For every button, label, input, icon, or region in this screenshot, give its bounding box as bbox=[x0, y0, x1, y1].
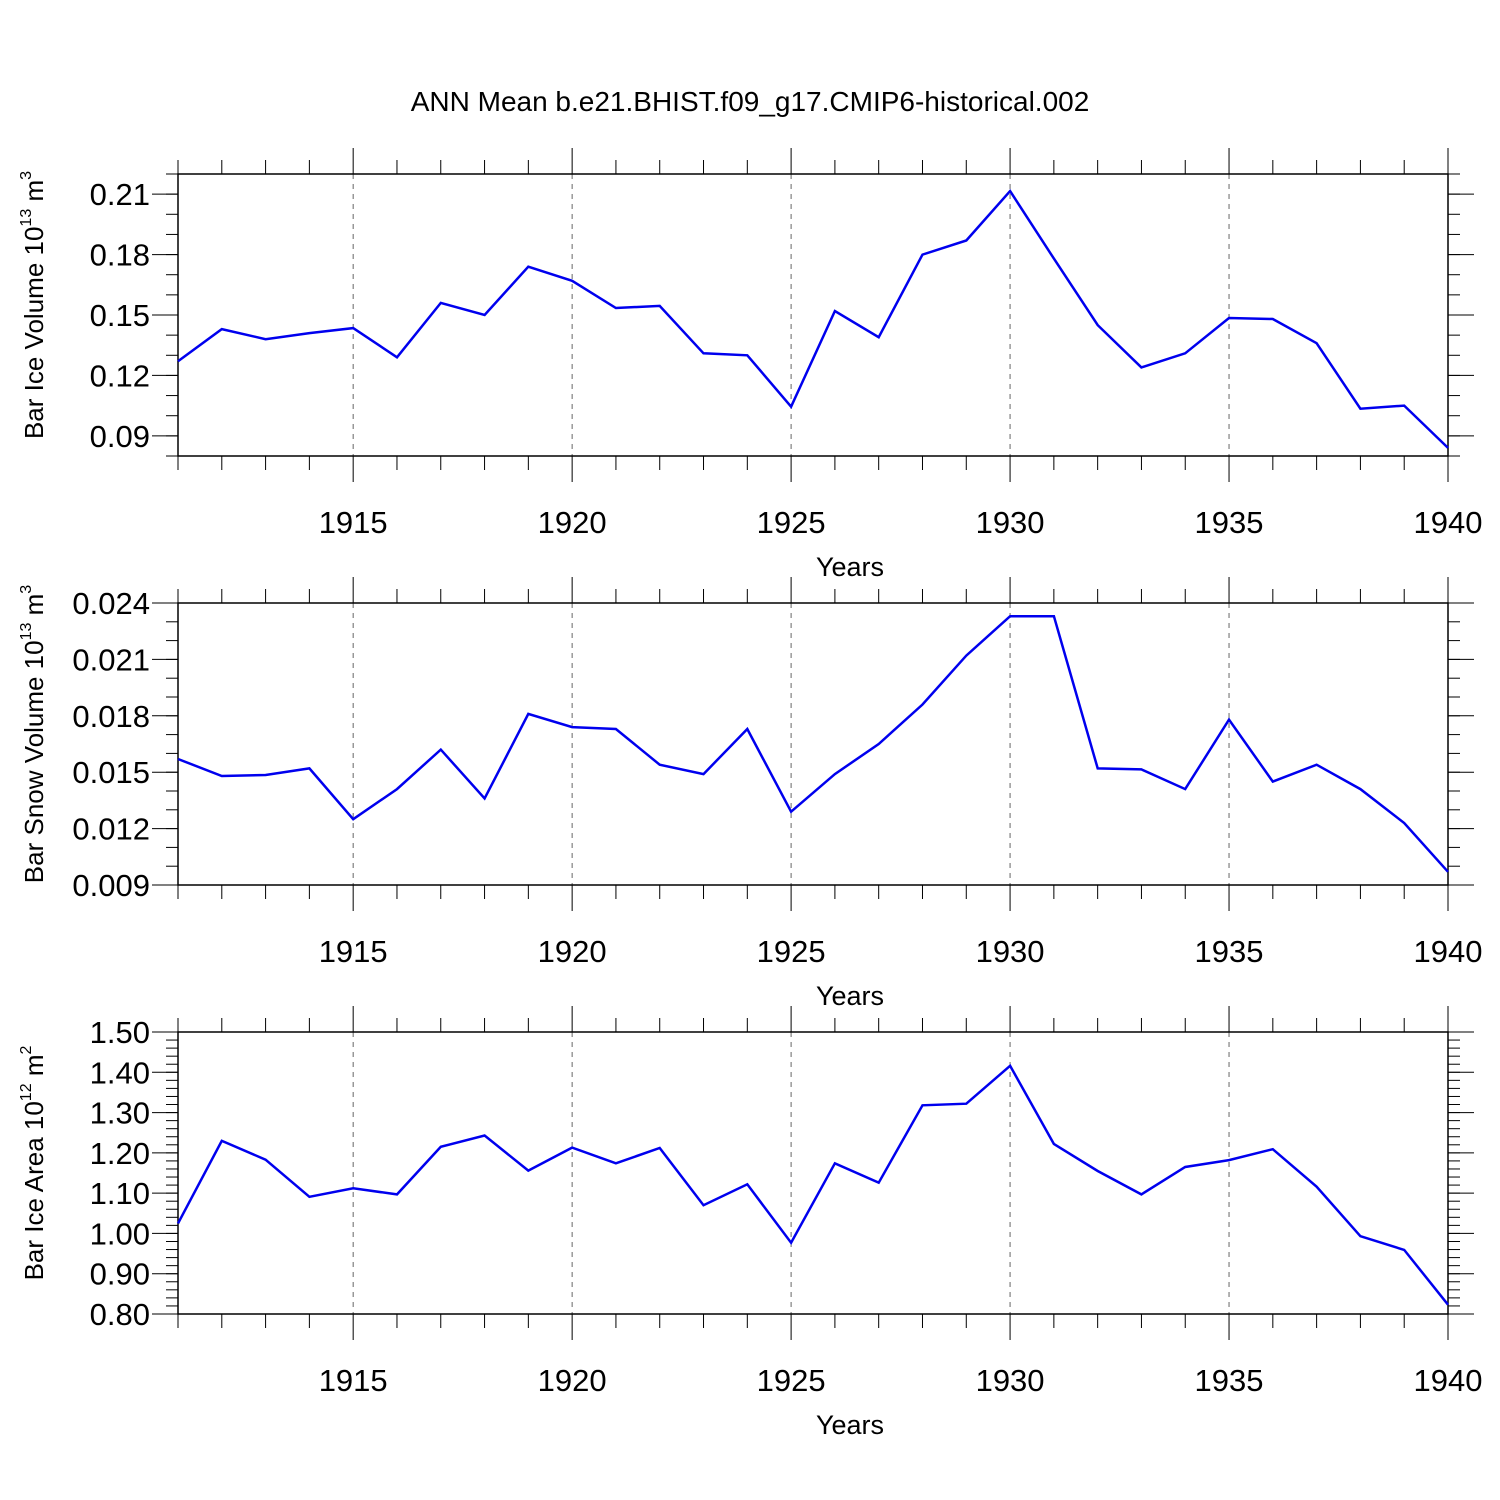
y-tick-label: 0.018 bbox=[72, 699, 150, 734]
x-tick-label: 1925 bbox=[757, 1363, 826, 1398]
chart-panels: 0.09 0.12 0.15 0.18 0.21 1915 1920 1925 1930 1935… bbox=[18, 148, 1482, 1440]
x-tick-label: 1940 bbox=[1414, 934, 1483, 969]
y-axis-label-exponent: 13 bbox=[18, 622, 35, 640]
x-axis-label: Years bbox=[816, 981, 884, 1011]
y-tick-label: 1.40 bbox=[90, 1055, 150, 1090]
y-axis-label-unit: m bbox=[19, 1054, 49, 1083]
x-tick-label: 1920 bbox=[538, 934, 607, 969]
x-tick-label: 1920 bbox=[538, 505, 607, 540]
x-tick-label: 1915 bbox=[319, 505, 388, 540]
y-tick-label: 1.10 bbox=[90, 1176, 150, 1211]
y-tick-label: 0.12 bbox=[90, 358, 150, 393]
plot-frame bbox=[177, 602, 1449, 886]
x-tick-label: 1940 bbox=[1414, 505, 1483, 540]
y-tick-label: 0.18 bbox=[90, 238, 150, 273]
x-axis-label: Years bbox=[816, 552, 884, 582]
y-tick-label: 1.30 bbox=[90, 1096, 150, 1131]
y-tick-label: 1.50 bbox=[90, 1015, 150, 1050]
y-tick-label: 0.15 bbox=[90, 298, 150, 333]
y-axis-label: Bar Snow Volume 1013 m3 bbox=[18, 585, 49, 884]
x-tick-label: 1935 bbox=[1195, 505, 1264, 540]
x-tick-label: 1940 bbox=[1414, 1363, 1483, 1398]
y-tick-label: 0.024 bbox=[72, 586, 150, 621]
y-axis-label-exponent: 13 bbox=[18, 209, 35, 227]
series-line-ice-volume bbox=[177, 189, 1449, 449]
y-axis-label-unit-exponent: 2 bbox=[18, 1045, 35, 1054]
y-axis-label-unit-exponent: 3 bbox=[18, 171, 35, 180]
x-tick-label: 1925 bbox=[757, 505, 826, 540]
x-tick-label: 1915 bbox=[319, 1363, 388, 1398]
y-tick-label: 0.009 bbox=[72, 868, 150, 903]
y-tick-label: 0.021 bbox=[72, 642, 150, 677]
y-tick-label: 1.20 bbox=[90, 1136, 150, 1171]
y-tick-label: 0.015 bbox=[72, 755, 150, 790]
y-axis-label-unit: m bbox=[19, 180, 49, 209]
chart-panel-ice-area: 0.80 0.90 1.00 1.10 1.20 1.30 1.40 1.50 1915 1920… bbox=[18, 1006, 1482, 1440]
plot-frame bbox=[177, 173, 1449, 457]
y-tick-label: 1.00 bbox=[90, 1216, 150, 1251]
x-tick-label: 1935 bbox=[1195, 934, 1264, 969]
plot-frame bbox=[177, 1031, 1449, 1315]
x-tick-label: 1925 bbox=[757, 934, 826, 969]
y-axis-label-unit: m bbox=[19, 594, 49, 623]
y-axis-label-unit-exponent: 3 bbox=[18, 585, 35, 594]
y-tick-label: 0.09 bbox=[90, 419, 150, 454]
y-tick-label: 0.80 bbox=[90, 1297, 150, 1332]
x-tick-label: 1930 bbox=[976, 934, 1045, 969]
y-axis-label: Bar Ice Volume 1013 m3 bbox=[18, 171, 49, 439]
series-line-ice-area bbox=[176, 1063, 1449, 1306]
y-axis-label-text: Bar Ice Area 10 bbox=[19, 1101, 49, 1280]
x-tick-label: 1930 bbox=[976, 1363, 1045, 1398]
figure-title: ANN Mean b.e21.BHIST.f09_g17.CMIP6-histo… bbox=[411, 86, 1090, 117]
series-line-snow-volume bbox=[177, 614, 1449, 873]
y-tick-label: 0.90 bbox=[90, 1257, 150, 1292]
chart-panel-snow-volume: 0.009 0.012 0.015 0.018 0.021 0.024 1915 1920 19… bbox=[18, 577, 1482, 1011]
y-axis-label: Bar Ice Area 1012 m2 bbox=[18, 1045, 49, 1280]
y-axis-label-exponent: 12 bbox=[18, 1083, 35, 1101]
x-tick-label: 1930 bbox=[976, 505, 1045, 540]
x-tick-label: 1915 bbox=[319, 934, 388, 969]
y-tick-label: 0.21 bbox=[90, 177, 150, 212]
y-tick-label: 0.012 bbox=[72, 812, 150, 847]
x-tick-label: 1920 bbox=[538, 1363, 607, 1398]
x-axis-label: Years bbox=[816, 1410, 884, 1440]
y-axis-label-text: Bar Ice Volume 10 bbox=[19, 227, 49, 439]
y-axis-label-text: Bar Snow Volume 10 bbox=[19, 640, 49, 883]
chart-panel-ice-volume: 0.09 0.12 0.15 0.18 0.21 1915 1920 1925 1930 1935… bbox=[18, 148, 1482, 582]
x-tick-label: 1935 bbox=[1195, 1363, 1264, 1398]
